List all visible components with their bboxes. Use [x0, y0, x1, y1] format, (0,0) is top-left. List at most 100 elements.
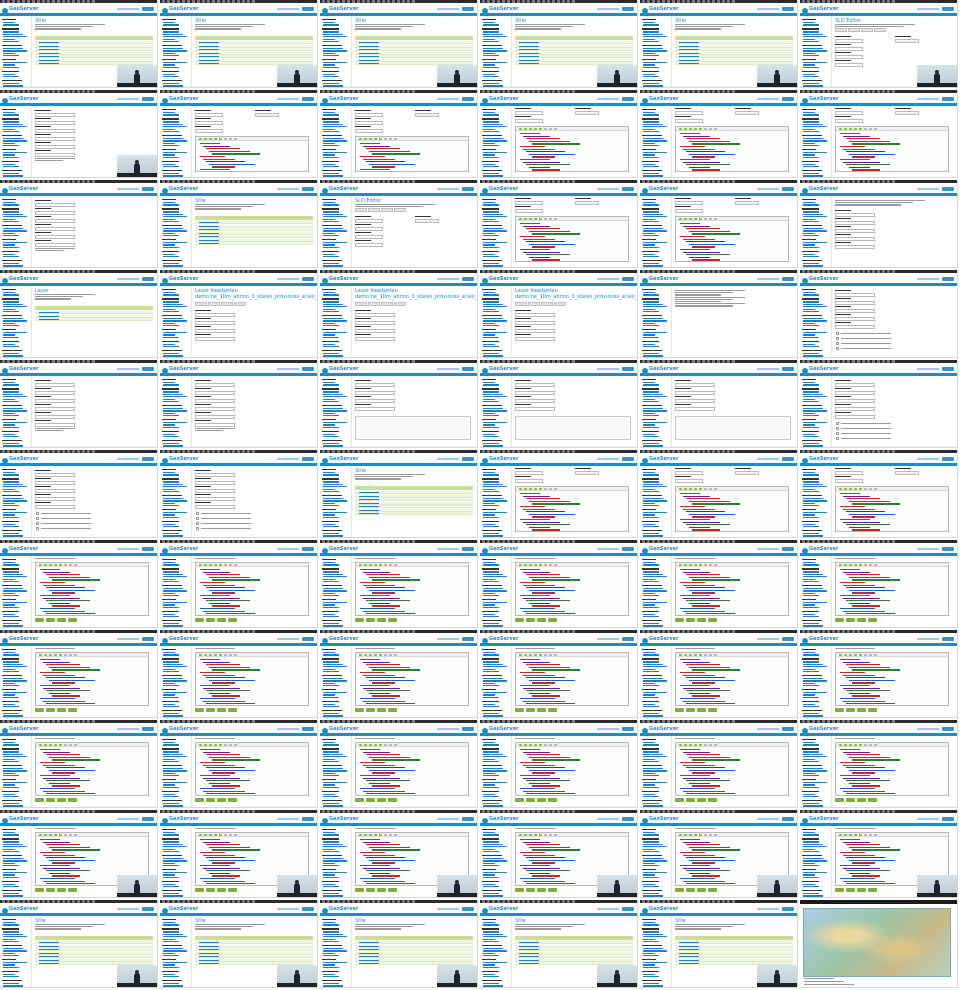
- style-link[interactable]: [679, 949, 699, 951]
- sidebar-item[interactable]: [803, 481, 819, 483]
- sidebar-item[interactable]: [163, 802, 179, 805]
- sidebar-item[interactable]: [483, 580, 499, 583]
- sidebar-item[interactable]: [643, 500, 667, 502]
- sidebar-item[interactable]: [323, 578, 335, 580]
- sidebar-item[interactable]: [803, 526, 819, 528]
- sidebar-item[interactable]: [803, 767, 823, 770]
- sidebar-item[interactable]: [803, 857, 823, 860]
- sidebar-item[interactable]: [643, 128, 655, 130]
- sidebar-item[interactable]: [3, 145, 19, 147]
- sidebar-item[interactable]: [803, 50, 827, 52]
- sidebar-item[interactable]: [483, 154, 495, 156]
- sidebar-item[interactable]: [163, 382, 175, 384]
- action-button[interactable]: [366, 708, 375, 712]
- style-link[interactable]: [199, 42, 219, 44]
- browser-tabs[interactable]: [642, 630, 737, 633]
- logout-button[interactable]: [622, 367, 634, 371]
- sidebar-item[interactable]: [803, 742, 815, 744]
- sidebar-item[interactable]: [803, 715, 823, 717]
- editor-tool-icon[interactable]: [864, 654, 867, 656]
- sidebar-item[interactable]: [803, 292, 815, 294]
- table-row[interactable]: [515, 962, 633, 965]
- editor-tool-icon[interactable]: [39, 654, 42, 656]
- editor-tool-icon[interactable]: [709, 128, 712, 130]
- sidebar-item[interactable]: [323, 292, 335, 294]
- editor-tool-icon[interactable]: [679, 654, 682, 656]
- editor-tool-icon[interactable]: [384, 744, 387, 746]
- sidebar-item[interactable]: [323, 334, 335, 336]
- logout-button[interactable]: [622, 727, 634, 731]
- sidebar-item[interactable]: [803, 562, 815, 564]
- sidebar-item[interactable]: [3, 474, 19, 476]
- sidebar-item[interactable]: [323, 145, 339, 147]
- sidebar-item[interactable]: [483, 691, 507, 694]
- sidebar-item[interactable]: [323, 140, 347, 142]
- field-input[interactable]: [195, 337, 235, 341]
- sidebar-item[interactable]: [163, 82, 179, 85]
- sidebar-item[interactable]: [163, 751, 179, 753]
- editor-tool-icon[interactable]: [549, 654, 552, 656]
- field-input[interactable]: [835, 119, 863, 123]
- sidebar-item[interactable]: [803, 382, 815, 384]
- sidebar-item[interactable]: [3, 410, 27, 412]
- sidebar-item[interactable]: [803, 850, 819, 853]
- sidebar-item[interactable]: [323, 696, 339, 699]
- sidebar-item[interactable]: [323, 871, 347, 874]
- sidebar-item[interactable]: [3, 172, 19, 175]
- sidebar-item[interactable]: [803, 151, 827, 154]
- sidebar-item[interactable]: [803, 535, 823, 537]
- sidebar-item[interactable]: [163, 488, 175, 490]
- editor-tool-icon[interactable]: [839, 488, 842, 490]
- sidebar-item[interactable]: [803, 775, 819, 777]
- sld-code-editor[interactable]: [195, 652, 309, 706]
- style-link[interactable]: [519, 959, 539, 961]
- sidebar-item[interactable]: [323, 142, 335, 144]
- sidebar-item[interactable]: [3, 663, 23, 666]
- editor-tool-icon[interactable]: [214, 564, 217, 566]
- editor-tool-icon[interactable]: [199, 744, 202, 746]
- action-button[interactable]: [366, 798, 375, 802]
- sidebar-item[interactable]: [643, 301, 659, 303]
- table-row[interactable]: [195, 224, 313, 228]
- editor-tool-icon[interactable]: [59, 654, 62, 656]
- sidebar-item[interactable]: [3, 52, 15, 54]
- sidebar-item[interactable]: [163, 213, 183, 216]
- table-row[interactable]: [195, 962, 313, 965]
- editor-tool-icon[interactable]: [544, 564, 547, 566]
- sld-code-editor[interactable]: [515, 562, 629, 616]
- sidebar-item[interactable]: [3, 532, 19, 535]
- sidebar-item[interactable]: [323, 172, 339, 175]
- editor-tool-icon[interactable]: [529, 488, 532, 490]
- sidebar-item[interactable]: [3, 256, 19, 258]
- sidebar-item[interactable]: [643, 514, 655, 516]
- sidebar-item[interactable]: [643, 933, 663, 936]
- sidebar-item[interactable]: [483, 66, 499, 69]
- sidebar-item[interactable]: [803, 592, 815, 594]
- sidebar-item[interactable]: [323, 663, 343, 666]
- sidebar-item[interactable]: [163, 523, 175, 525]
- sidebar-item[interactable]: [3, 320, 27, 322]
- sidebar-item[interactable]: [803, 232, 815, 234]
- sidebar-item[interactable]: [483, 590, 507, 592]
- editor-tool-icon[interactable]: [854, 128, 857, 130]
- action-button[interactable]: [217, 618, 226, 622]
- header-link[interactable]: [597, 728, 619, 730]
- editor-tool-icon[interactable]: [209, 564, 212, 566]
- action-button[interactable]: [537, 618, 546, 622]
- action-button[interactable]: [388, 708, 397, 712]
- sidebar-item[interactable]: [643, 613, 655, 615]
- sidebar-item[interactable]: [163, 36, 187, 38]
- header-link[interactable]: [757, 638, 779, 640]
- option-checkbox[interactable]: [196, 527, 199, 530]
- sidebar-item[interactable]: [643, 505, 659, 507]
- sidebar-item[interactable]: [803, 76, 819, 78]
- sidebar-item[interactable]: [643, 64, 655, 66]
- sidebar-item[interactable]: [483, 802, 499, 805]
- sidebar-item[interactable]: [483, 61, 507, 64]
- sidebar-item[interactable]: [163, 865, 179, 867]
- sidebar-item[interactable]: [483, 805, 503, 807]
- field-input[interactable]: [355, 321, 395, 325]
- action-button[interactable]: [46, 888, 55, 892]
- sidebar-item[interactable]: [803, 696, 819, 699]
- tab[interactable]: [221, 302, 233, 306]
